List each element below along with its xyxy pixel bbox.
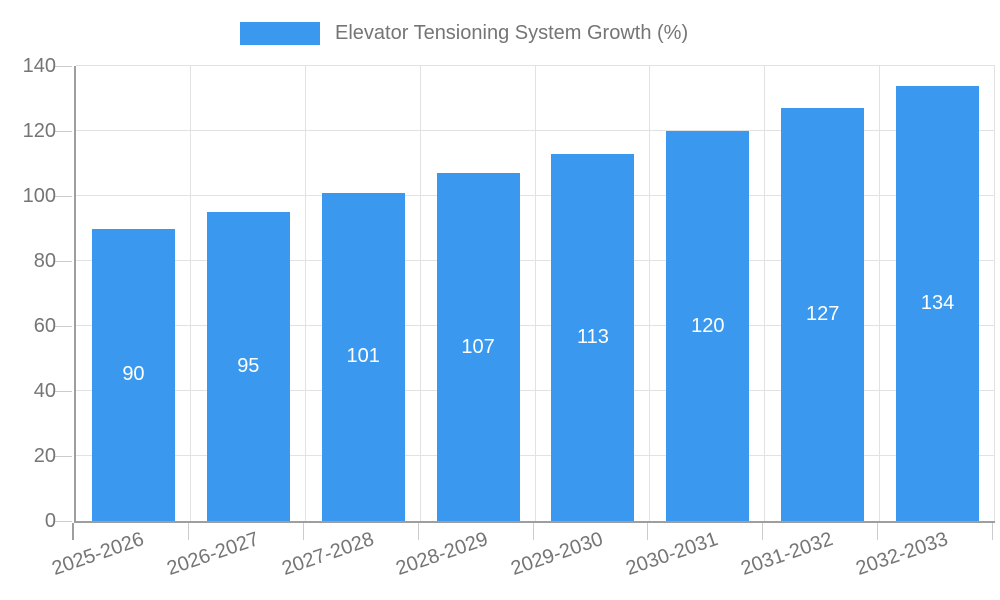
x-axis-tick — [877, 523, 879, 540]
y-axis-tick — [55, 196, 72, 197]
bar[interactable]: 134 — [896, 85, 980, 521]
bar[interactable]: 101 — [321, 192, 405, 521]
bar[interactable]: 113 — [551, 153, 635, 521]
x-axis-label: 2025-2026 — [48, 528, 147, 580]
y-axis-tick — [55, 391, 72, 392]
x-axis-tick — [992, 523, 993, 540]
bar[interactable]: 90 — [91, 228, 175, 521]
bar-value-label: 120 — [691, 314, 725, 337]
x-axis-tick — [187, 523, 189, 540]
gridline-horizontal — [76, 325, 995, 326]
y-axis-tick — [55, 326, 72, 327]
y-axis-tick — [55, 261, 72, 262]
bar[interactable]: 95 — [206, 212, 290, 521]
chart-legend[interactable]: Elevator Tensioning System Growth (%) — [240, 22, 688, 45]
x-axis-tick — [302, 523, 304, 540]
gridline-vertical — [879, 66, 881, 521]
x-axis-label: 2029-2030 — [508, 528, 607, 580]
gridline-vertical — [304, 66, 306, 521]
x-axis-tick — [532, 523, 534, 540]
plot-area: 90 95 101 107 113 120 127 134 — [74, 65, 995, 523]
y-axis-label: 100 — [22, 185, 56, 207]
gridline-vertical — [649, 66, 651, 521]
x-axis-tick — [417, 523, 419, 540]
x-axis-label: 2027-2028 — [278, 528, 377, 580]
x-axis-label: 2032-2033 — [853, 528, 951, 580]
legend-label: Elevator Tensioning System Growth (%) — [335, 22, 689, 44]
bar-value-label: 134 — [920, 291, 955, 314]
y-axis-label: 80 — [33, 250, 56, 272]
y-axis-label: 60 — [33, 315, 56, 337]
bar[interactable]: 127 — [781, 108, 865, 521]
y-axis-label: 140 — [22, 55, 56, 77]
gridline-vertical — [764, 66, 766, 521]
legend-swatch-icon — [240, 22, 320, 45]
y-axis-tick — [55, 521, 72, 522]
x-axis-tick — [762, 523, 764, 540]
x-axis-label: 2031-2032 — [738, 528, 836, 580]
y-axis-label: 20 — [33, 445, 56, 467]
gridline-horizontal — [76, 455, 995, 456]
bar-value-label: 90 — [122, 363, 145, 386]
y-axis-label: 120 — [22, 120, 56, 142]
x-axis-label: 2028-2029 — [393, 528, 492, 580]
bar[interactable]: 107 — [436, 173, 520, 521]
gridline-vertical — [189, 66, 191, 521]
x-axis-tick — [72, 523, 74, 540]
y-axis-label: 0 — [44, 510, 56, 532]
y-axis-tick — [55, 456, 72, 457]
gridline-horizontal — [76, 130, 995, 131]
x-axis-label: 2026-2027 — [163, 528, 262, 580]
gridline-horizontal — [76, 260, 995, 261]
y-axis-tick — [55, 131, 72, 132]
y-axis-label: 40 — [33, 380, 56, 402]
bar-value-label: 107 — [461, 335, 495, 358]
gridline-horizontal — [76, 195, 995, 196]
y-axis-tick — [55, 66, 72, 67]
bar[interactable]: 120 — [666, 131, 750, 521]
gridline-vertical — [534, 66, 536, 521]
bar-value-label: 95 — [237, 355, 260, 378]
gridline-horizontal — [76, 390, 995, 391]
gridline-vertical — [419, 66, 421, 521]
bar-value-label: 127 — [806, 303, 840, 326]
x-axis-label: 2030-2031 — [623, 528, 721, 580]
x-axis-tick — [647, 523, 649, 540]
gridline-horizontal — [76, 65, 995, 66]
bar-value-label: 113 — [576, 325, 609, 348]
gridline-vertical — [994, 66, 995, 521]
bar-value-label: 101 — [346, 345, 380, 368]
